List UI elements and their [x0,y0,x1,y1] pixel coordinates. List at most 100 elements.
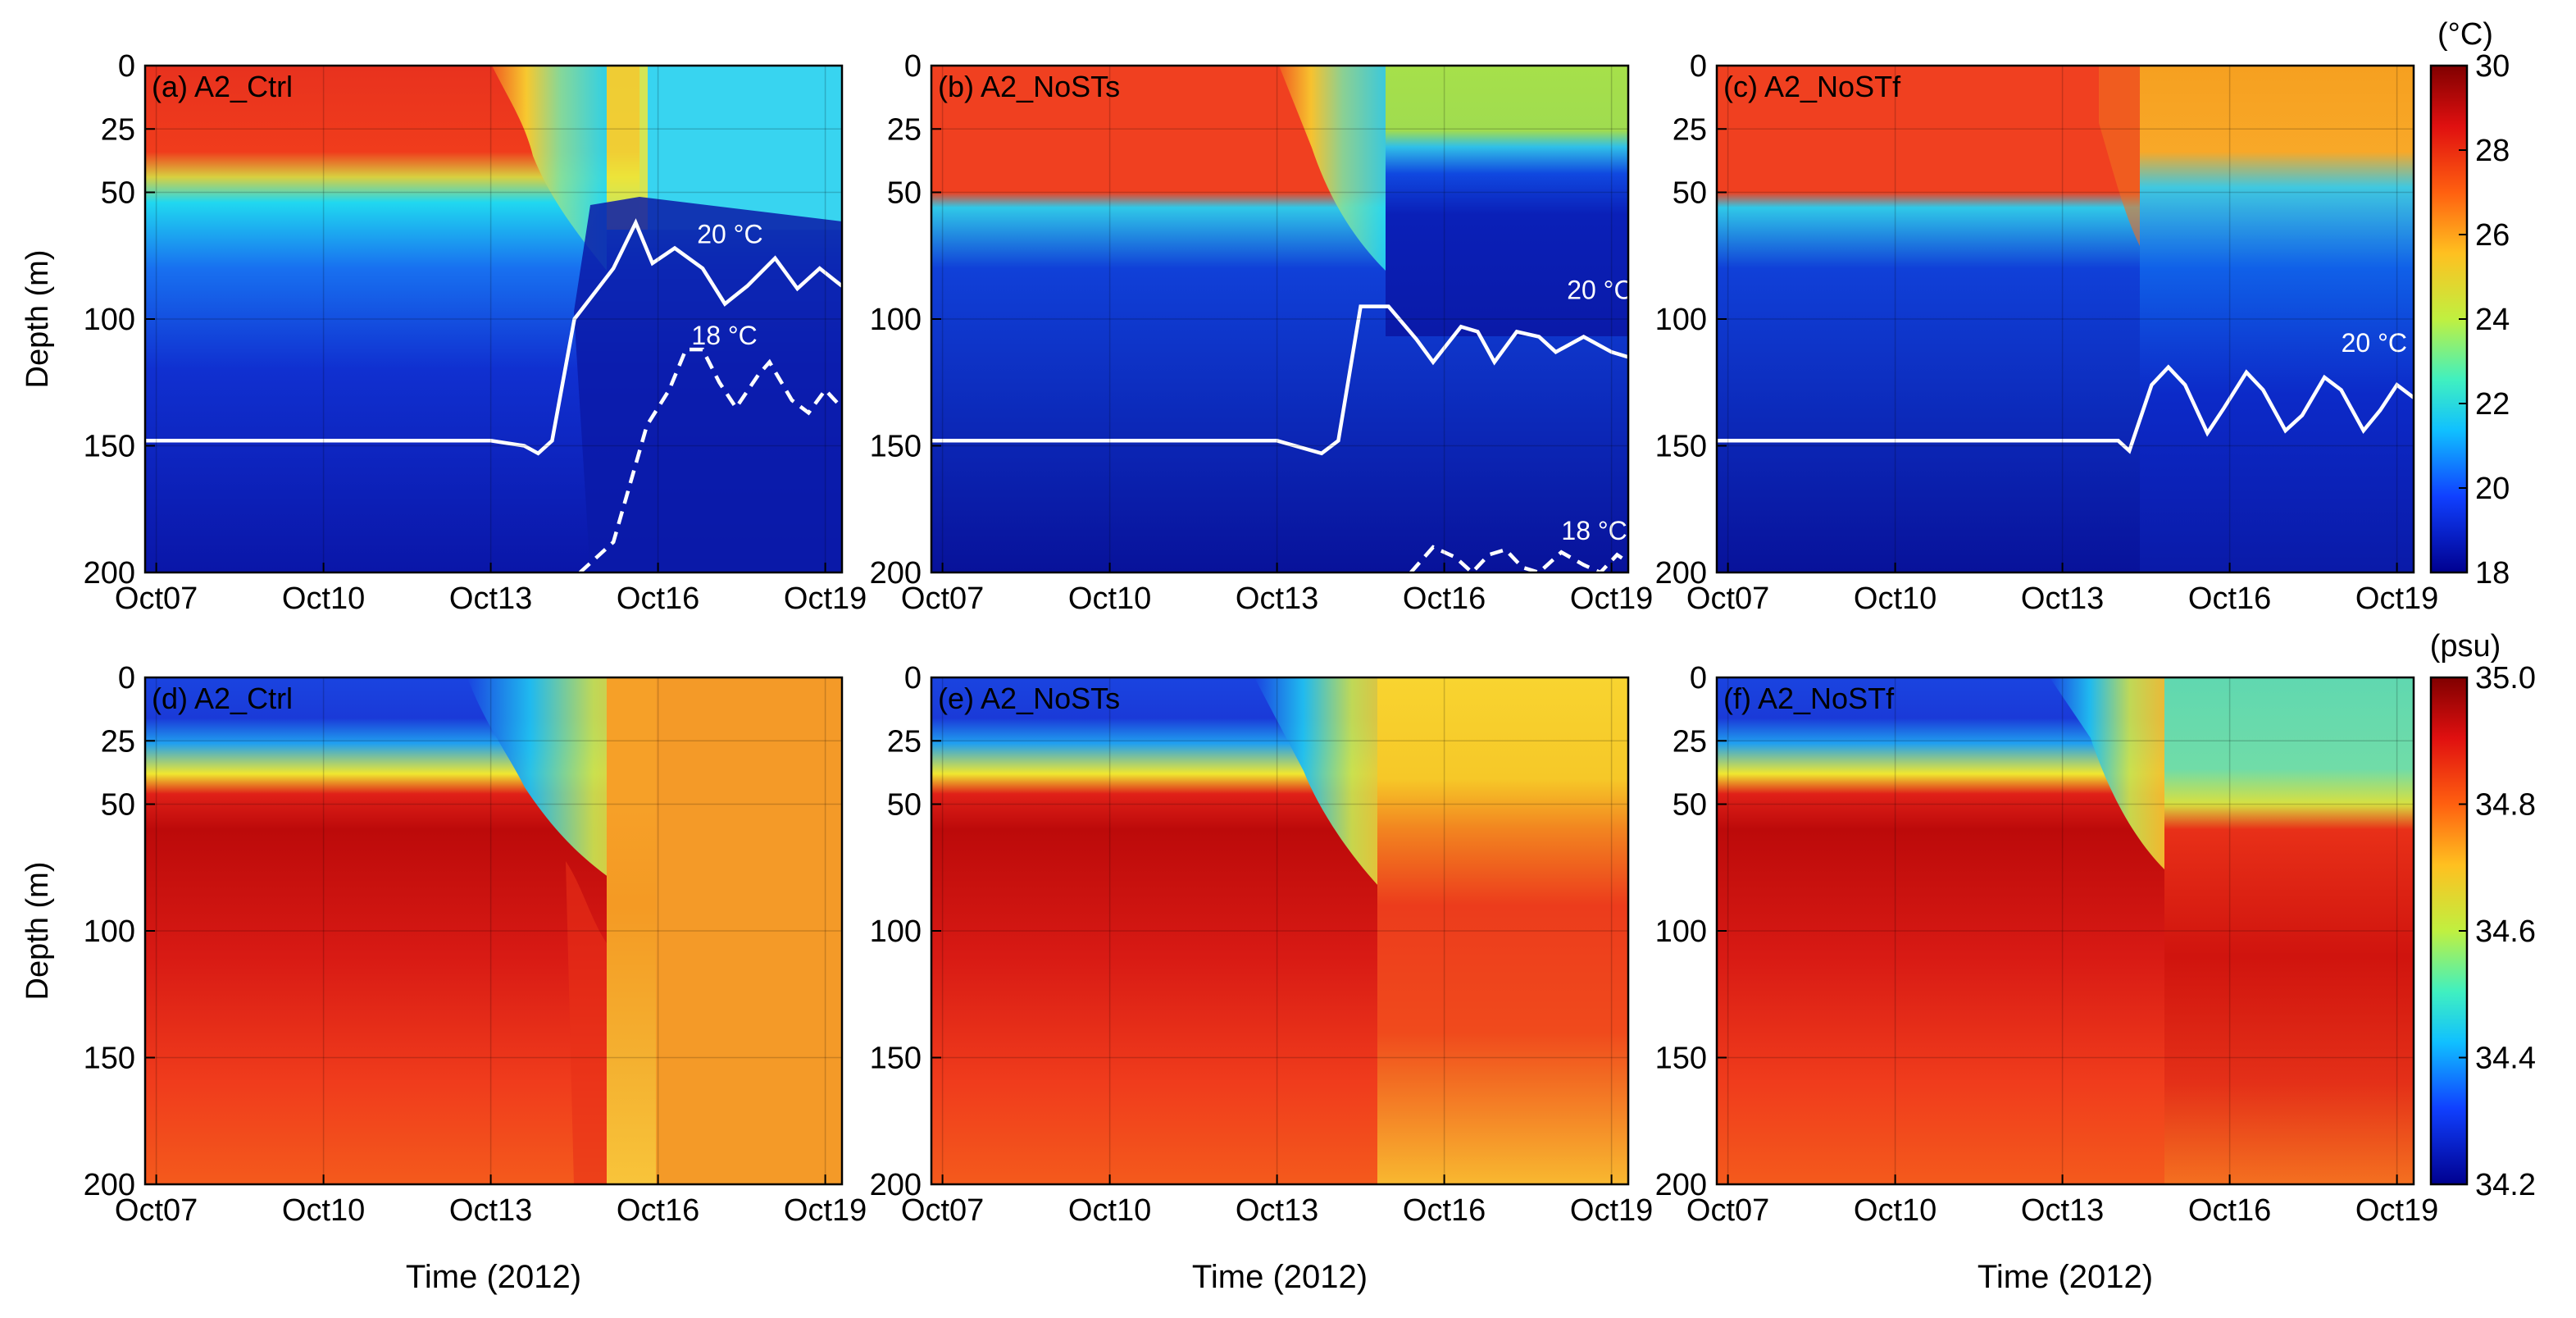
contour-label: 18 °C [1561,516,1627,545]
y-tick-label: 25 [887,724,922,759]
x-tick-label: Oct19 [1570,1193,1653,1228]
x-tick-label: Oct13 [1236,1193,1318,1228]
x-tick-label: Oct13 [449,1193,532,1228]
y-tick-label: 50 [101,176,135,211]
contour-label: 18 °C [691,321,757,350]
panel-e: Oct07 Oct10 Oct13 Oct16 Oct19 0 25 50 100 150 200 (… [870,661,1654,1228]
x-tick-label: Oct07 [115,1193,198,1228]
y-tick-label: 200 [870,1168,922,1202]
colorbar-tick-label: 35.0 [2475,661,2536,695]
y-tick-label: 100 [870,303,922,337]
x-tick-label: Oct13 [1236,581,1318,616]
x-tick-label: Oct19 [1570,581,1653,616]
y-tick-label: 0 [118,49,135,84]
heatmap-d [145,677,842,1184]
y-tick-label: 100 [84,914,135,949]
y-tick-label: 25 [1673,724,1707,759]
depth-axis-label-top: Depth (m) [20,250,55,389]
colorbar-tick-label: 34.4 [2475,1042,2536,1076]
x-tick-label: Oct07 [1686,1193,1769,1228]
y-tick-label: 150 [1655,430,1707,464]
y-tick-label: 50 [1673,176,1707,211]
y-tick-label: 0 [1690,661,1707,695]
colorbar-tick-label: 18 [2475,556,2510,591]
y-tick-label: 200 [84,556,135,591]
heatmap-e [931,677,1628,1184]
x-tick-label: Oct10 [1854,1193,1937,1228]
y-tick-label: 100 [870,914,922,949]
x-tick-label: Oct16 [1403,1193,1486,1228]
x-tick-label: Oct16 [617,1193,699,1228]
y-tick-label: 200 [1655,1168,1707,1202]
y-tick-label: 150 [870,1042,922,1076]
y-tick-label: 200 [84,1168,135,1202]
panel-title: (e) A2_NoSTs [938,682,1120,715]
y-tick-label: 25 [1673,112,1707,147]
x-tick-label: Oct10 [1068,1193,1151,1228]
panel-d: Oct07 Oct10 Oct13 Oct16 Oct19 0 25 50 100 150 200 (… [84,661,867,1228]
y-tick-label: 50 [101,788,135,823]
panel-title: (c) A2_NoSTf [1723,70,1901,103]
colorbar-tick-label: 24 [2475,303,2510,337]
x-tick-label: Oct19 [784,1193,867,1228]
panel-b: Oct07 Oct10 Oct13 Oct16 Oct19 0 25 50 100 150 200 (… [870,49,1654,616]
y-tick-label: 150 [1655,1042,1707,1076]
colorbar-tick-label: 20 [2475,472,2510,506]
y-tick-label: 150 [84,430,135,464]
colorbar-tick-label: 28 [2475,134,2510,168]
heatmap-a [145,66,842,572]
contour-20c-panel-b [931,304,1628,456]
contour-18c-panel-a [578,347,842,572]
y-tick-label: 100 [1655,914,1707,949]
contour-20c-panel-c [1717,364,2414,454]
colorbar-temperature: 30 28 26 24 22 20 18 (°C) [2429,17,2510,591]
y-tick-label: 25 [887,112,922,147]
colorbar-unit: (°C) [2437,17,2493,52]
colorbar-tick-label: 26 [2475,218,2510,253]
time-axis-label-d: Time (2012) [406,1259,581,1295]
panel-title: (f) A2_NoSTf [1723,682,1895,715]
colorbar-tick-label: 34.6 [2475,914,2536,949]
y-tick-label: 0 [118,661,135,695]
panel-a: Oct07 Oct10 Oct13 Oct16 Oct19 0 25 50 100 150 200 (… [84,49,867,616]
x-tick-label: Oct19 [2355,1193,2438,1228]
panel-f: Oct07 Oct10 Oct13 Oct16 Oct19 0 25 50 100 150 200 (… [1655,661,2439,1228]
colorbar-tick-label: 30 [2475,49,2510,84]
y-tick-label: 25 [101,724,135,759]
x-tick-label: Oct10 [1854,581,1937,616]
x-tick-label: Oct19 [784,581,867,616]
depth-axis-label-bottom: Depth (m) [20,862,55,1001]
panel-title: (d) A2_Ctrl [152,682,293,715]
y-tick-label: 50 [1673,788,1707,823]
heatmap-f [1717,677,2414,1184]
x-tick-label: Oct13 [2021,581,2104,616]
x-tick-label: Oct16 [617,581,699,616]
colorbar-tick-label: 34.8 [2475,788,2536,823]
x-tick-label: Oct07 [901,581,984,616]
y-tick-label: 100 [84,303,135,337]
colorbar-salinity: 35.0 34.8 34.6 34.4 34.2 (psu) [2430,629,2536,1202]
heatmap-c [1717,66,2414,572]
time-axis-label-e: Time (2012) [1192,1259,1368,1295]
x-tick-label: Oct07 [1686,581,1769,616]
x-tick-label: Oct13 [449,581,532,616]
x-tick-label: Oct16 [2188,1193,2271,1228]
colorbar-unit: (psu) [2430,629,2501,664]
panel-c: Oct07 Oct10 Oct13 Oct16 Oct19 0 25 50 100 150 200 (… [1655,49,2439,616]
x-tick-label: Oct10 [282,1193,365,1228]
colorbar-tick-label: 22 [2475,387,2510,422]
contour-20c-panel-a [145,218,842,456]
y-tick-label: 50 [887,176,922,211]
y-tick-label: 50 [887,788,922,823]
y-tick-label: 200 [870,556,922,591]
x-tick-label: Oct16 [1403,581,1486,616]
y-tick-label: 100 [1655,303,1707,337]
contour-label: 20 °C [1567,275,1632,304]
panel-title: (a) A2_Ctrl [152,70,293,103]
time-axis-label-f: Time (2012) [1978,1259,2153,1295]
y-tick-label: 200 [1655,556,1707,591]
x-tick-label: Oct07 [115,581,198,616]
x-tick-label: Oct16 [2188,581,2271,616]
y-tick-label: 0 [904,661,922,695]
